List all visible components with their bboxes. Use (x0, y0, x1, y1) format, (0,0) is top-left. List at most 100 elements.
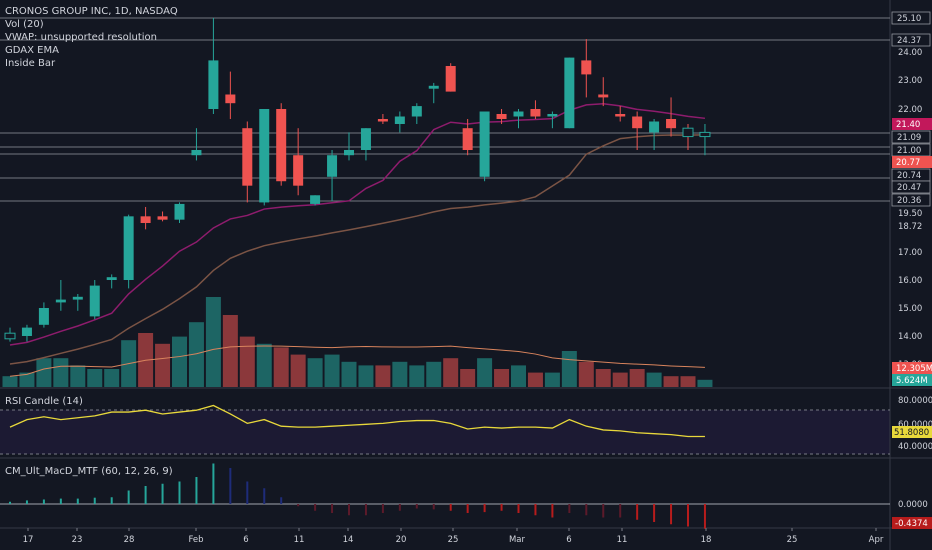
macd-bar (381, 504, 384, 513)
volume-bars (2, 297, 713, 387)
volume-bar (392, 361, 408, 387)
rsi-line (9, 404, 705, 438)
indicator-gdax-ema-label[interactable]: GDAX EMA (5, 45, 59, 56)
macd-bar (619, 504, 622, 518)
volume-bar (256, 343, 272, 387)
macd-bar (670, 504, 673, 525)
ema-fast-line (9, 102, 706, 346)
candle-body (649, 121, 660, 133)
volume-bar (646, 372, 662, 387)
time-axis[interactable]: 17 23 28 Feb 6 11 14 20 25 Mar 6 11 18 25 Apr (23, 528, 884, 545)
candle-body (242, 128, 253, 186)
price-tag-label: 12.305M (896, 364, 932, 374)
candle-body (360, 128, 371, 150)
macd-histogram (9, 463, 706, 529)
indicator-vol-label[interactable]: Vol (20) (5, 19, 44, 30)
macd-bar (263, 488, 266, 504)
macd-bar (415, 504, 418, 509)
volume-bar (460, 369, 476, 387)
macd-bar (59, 498, 62, 504)
candle-body (106, 277, 117, 280)
volume-bar (155, 343, 171, 387)
volume-bar (544, 372, 560, 387)
volume-bar (188, 322, 204, 387)
rsi-tick-label: 80.0000 (898, 396, 932, 406)
candle-body (208, 60, 219, 109)
rsi-pane-label[interactable]: RSI Candle (14) (5, 396, 83, 407)
time-tick-label: Mar (509, 535, 526, 545)
candle-body (327, 155, 338, 177)
candle-body (55, 299, 66, 303)
macd-bar (9, 501, 11, 504)
candle-body (89, 285, 100, 317)
price-level-tag (891, 11, 931, 25)
price-level-label: 24.37 (897, 36, 921, 46)
price-level-label: 25.10 (897, 14, 921, 24)
time-tick-label: 20 (396, 535, 407, 545)
volume-bar (527, 372, 543, 387)
macd-bar (280, 497, 283, 504)
time-tick-label: 28 (124, 535, 135, 545)
ema-slow-line (9, 134, 705, 365)
candle-body (4, 332, 16, 340)
macd-bar (466, 504, 469, 513)
candle-body (428, 85, 439, 89)
volume-bar (324, 354, 340, 387)
macd-bar (25, 500, 28, 504)
macd-bar (110, 497, 113, 504)
candle-body (21, 327, 32, 336)
candle-body (394, 116, 405, 124)
macd-tick-label: 0.0000 (898, 500, 928, 510)
candle-body (225, 94, 236, 104)
rsi-band (0, 410, 890, 454)
candle-body (310, 195, 321, 204)
candle-body (530, 109, 541, 117)
volume-bar (341, 361, 357, 387)
time-tick-label: 23 (72, 535, 83, 545)
price-tag-label: 21.40 (896, 120, 920, 130)
macd-bar (653, 504, 656, 522)
volume-bar (2, 376, 18, 387)
price-level-tag (891, 193, 931, 207)
macd-bar (449, 504, 452, 511)
macd-bar (398, 504, 401, 511)
macd-bar (76, 498, 79, 504)
macd-bar (602, 504, 605, 518)
time-tick-label: 6 (566, 535, 571, 545)
macd-bar (297, 504, 300, 507)
price-tag-box (892, 156, 932, 168)
rsi-tick-label: 60.0000 (898, 420, 932, 430)
candle-body (140, 216, 151, 223)
volume-bar (70, 365, 86, 387)
candle-body (632, 116, 643, 129)
volume-bar (443, 358, 459, 387)
volume-bar (680, 376, 696, 387)
macd-bar (500, 504, 503, 511)
candle-body (344, 150, 354, 156)
macd-bar (331, 504, 334, 513)
macd-bar (687, 504, 689, 527)
time-tick-label: 14 (343, 535, 354, 545)
rsi-value-tag (892, 426, 932, 438)
candle-body (293, 155, 304, 186)
price-level-label: 20.36 (897, 196, 921, 206)
price-tick-label: 23.00 (898, 76, 922, 86)
indicator-inside-bar-label[interactable]: Inside Bar (5, 58, 56, 69)
candle-body (699, 131, 711, 138)
price-tick-label: 19.50 (898, 209, 922, 219)
price-axis[interactable]: 24.0023.0022.0020.5019.5018.7217.0016.00… (891, 11, 932, 529)
volume-bar (19, 372, 35, 387)
price-tick-label: 14.00 (898, 332, 922, 342)
macd-bar (364, 504, 367, 516)
volume-bar (36, 358, 52, 387)
volume-bar (578, 361, 594, 387)
price-tag-box (892, 374, 932, 386)
macd-pane-label[interactable]: CM_Ult_MacD_MTF (60, 12, 26, 9) (5, 466, 173, 477)
volume-bar (358, 365, 374, 387)
volume-bar (53, 358, 69, 387)
indicator-vwap-label[interactable]: VWAP: unsupported resolution (5, 32, 157, 43)
macd-bar (534, 504, 537, 516)
macd-value-tag (892, 517, 932, 529)
price-level-label: 21.00 (897, 146, 921, 156)
